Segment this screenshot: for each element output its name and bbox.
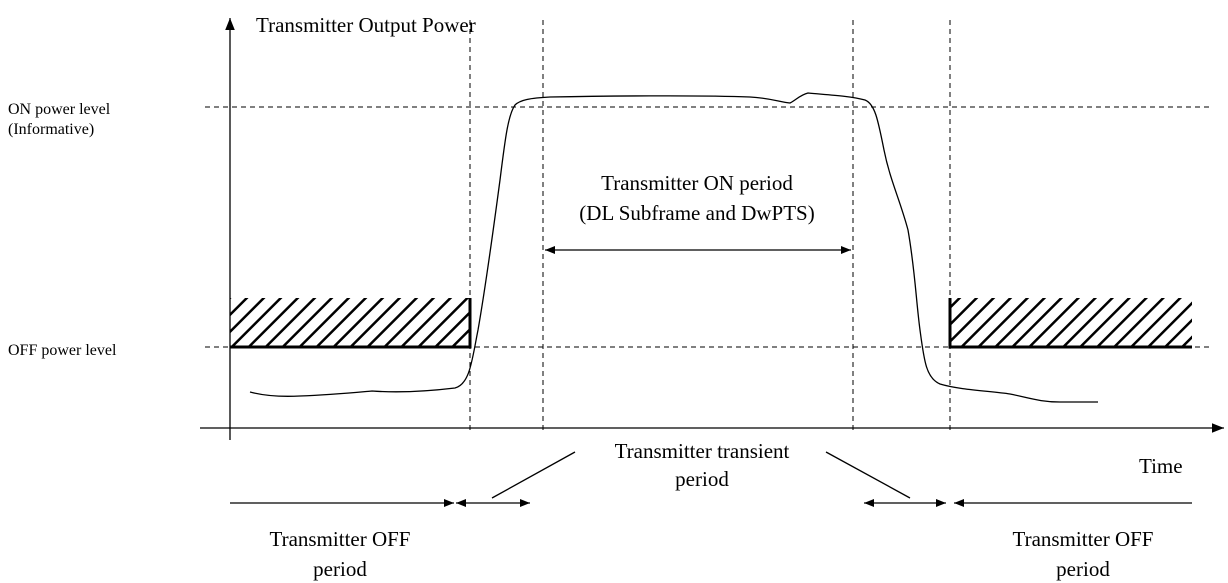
on-period-label: Transmitter ON period [601,171,793,195]
off-period-label: Transmitter OFF [1012,527,1153,551]
transient-label: period [675,467,729,491]
leader-line [825,451,911,499]
off-band-right [950,298,1192,347]
off-period-label: period [1056,557,1110,581]
power-curve [249,92,1098,403]
x-axis-label: Time [1139,454,1183,478]
leader-line [491,451,576,499]
y-axis-label: Transmitter Output Power [256,13,476,37]
off-band-left [230,298,470,347]
transient-label: Transmitter transient [615,439,790,463]
on-level-label: ON power level [8,101,111,118]
off-period-label: period [313,557,367,581]
on-period-label: (DL Subframe and DwPTS) [579,201,814,225]
on-level-label: (Informative) [8,121,94,138]
off-period-label: Transmitter OFF [269,527,410,551]
off-level-label: OFF power level [8,342,117,359]
